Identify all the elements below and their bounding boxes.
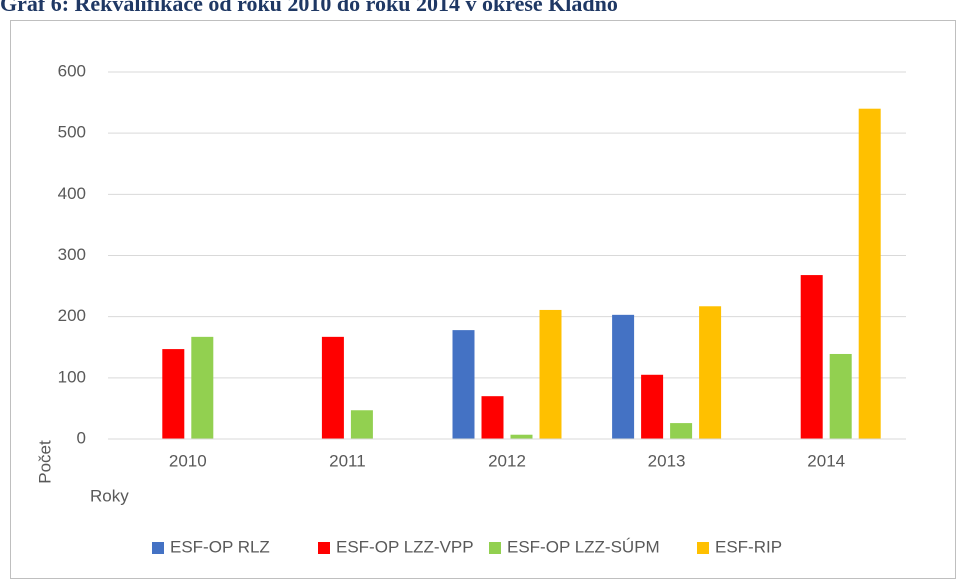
legend-swatch [318,542,330,554]
x-axis-label: Roky [90,486,129,505]
legend-swatch [697,542,709,554]
bar [858,108,881,439]
x-tick-label: 2013 [648,451,686,470]
chart-title: Graf 6: Rekvalifikace od roku 2010 do ro… [0,0,618,16]
y-tick-label: 300 [58,245,86,264]
bar [829,353,852,439]
x-tick-label: 2010 [169,451,207,470]
legend-swatch [152,542,164,554]
bar [321,336,344,439]
legend-label: ESF-OP LZZ-VPP [336,537,474,556]
legend-label: ESF-OP RLZ [170,537,270,556]
legend-label: ESF-RIP [715,537,782,556]
bar [670,423,693,439]
y-tick-label: 100 [58,367,86,386]
bar [191,336,214,439]
bar [452,330,475,439]
chart-frame [10,20,956,579]
bar [641,374,664,439]
x-tick-label: 2012 [488,451,526,470]
x-tick-label: 2011 [329,451,366,470]
y-tick-label: 0 [77,428,86,447]
bar [800,275,823,439]
bar [612,314,635,439]
y-tick-label: 500 [58,123,86,142]
legend-swatch [489,542,501,554]
y-tick-label: 600 [58,61,86,80]
x-tick-label: 2014 [807,451,845,470]
bar [350,410,373,439]
y-tick-label: 400 [58,184,86,203]
bar [539,309,562,439]
legend-label: ESF-OP LZZ-SÚPM [507,537,660,556]
bar [510,434,533,439]
bar [699,306,722,439]
y-axis-label: Počet [35,440,54,484]
y-tick-label: 200 [58,306,86,325]
bar [481,396,504,439]
bar [162,349,185,439]
